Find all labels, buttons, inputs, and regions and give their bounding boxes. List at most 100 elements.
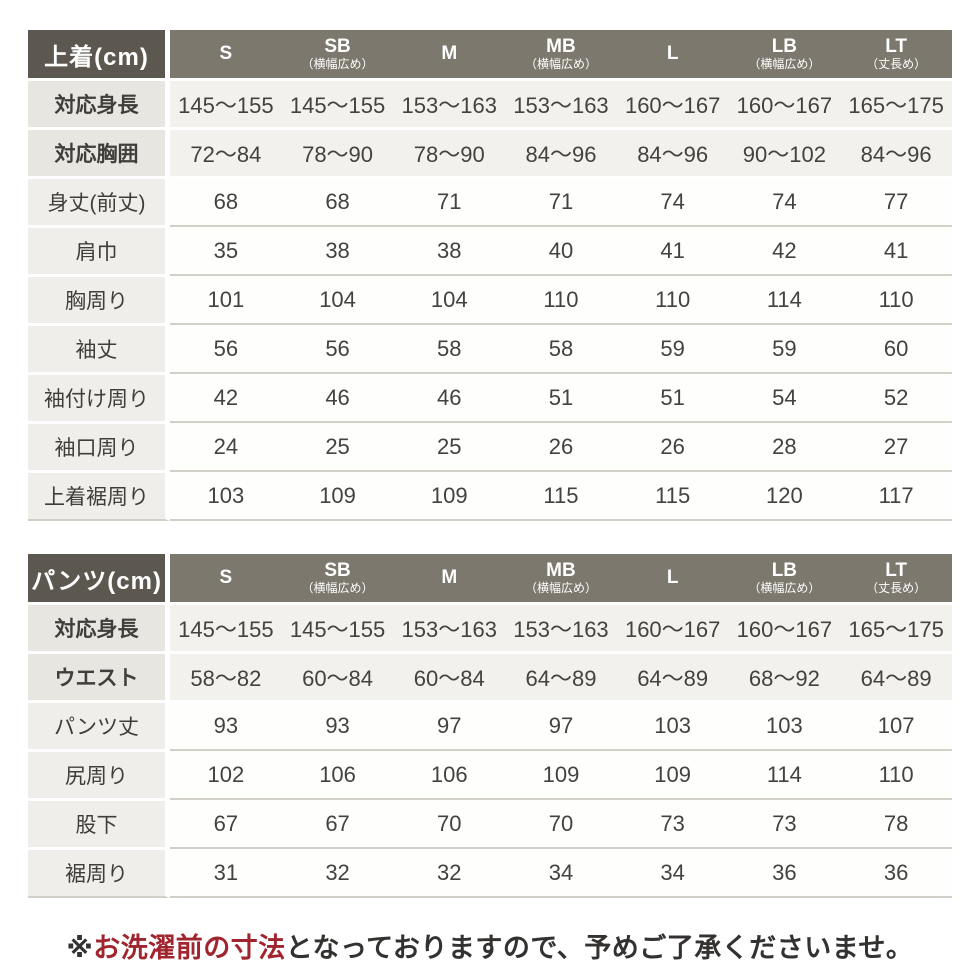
row-label: パンツ丈 — [28, 700, 170, 749]
size-sub-label: （丈長め） — [866, 581, 927, 596]
size-value-cell: 25 — [281, 421, 394, 470]
size-value-cell: 115 — [616, 470, 729, 521]
size-value-cell: 110 — [505, 274, 617, 323]
size-value-cell: 28 — [728, 421, 841, 470]
size-value-cell: 104 — [393, 274, 506, 323]
size-value-cell: 78 — [840, 798, 952, 847]
size-value-cell: 56 — [281, 323, 394, 372]
size-value-cell: 107 — [840, 700, 952, 749]
size-value-cell: 104 — [281, 274, 394, 323]
size-value-cell: 74 — [728, 176, 841, 225]
size-value-cell: 103 — [728, 700, 841, 749]
table-row: ウエスト 58〜82 60〜84 60〜84 64〜89 64〜89 68〜92 64〜89 — [28, 651, 952, 700]
size-value-cell: 26 — [505, 421, 617, 470]
size-value-cell: 58 — [505, 323, 617, 372]
column-header: MB （横幅広め） — [505, 30, 617, 78]
size-value-cell: 36 — [840, 847, 952, 898]
size-value-cell: 153〜163 — [505, 602, 617, 651]
size-code: S — [219, 567, 233, 589]
row-label: 尻周り — [28, 749, 170, 798]
size-value-cell: 109 — [281, 470, 394, 521]
size-value-cell: 153〜163 — [505, 78, 617, 127]
table-row: パンツ丈 93 93 97 97 103 103 107 — [28, 700, 952, 749]
row-label: 裾周り — [28, 847, 170, 898]
size-value-cell: 102 — [170, 749, 282, 798]
size-value-cell: 46 — [281, 372, 394, 421]
size-value-cell: 34 — [616, 847, 729, 898]
size-sub-label: （横幅広め） — [524, 581, 597, 596]
table-row: 対応身長 145〜155 145〜155 153〜163 153〜163 160〜167 1… — [28, 602, 952, 651]
size-value-cell: 59 — [616, 323, 729, 372]
size-sub-label: （横幅広め） — [748, 57, 821, 72]
size-value-cell: 64〜89 — [840, 651, 952, 700]
size-code: LB — [771, 36, 798, 58]
column-header: L — [616, 554, 729, 602]
size-value-cell: 58 — [393, 323, 506, 372]
size-value-cell: 84〜96 — [616, 127, 729, 176]
size-value-cell: 110 — [616, 274, 729, 323]
size-value-cell: 109 — [393, 470, 506, 521]
note-mark: ※ — [66, 933, 94, 963]
row-label: 上着裾周り — [28, 470, 170, 521]
row-label: 肩巾 — [28, 225, 170, 274]
note-rest: となっておりますので、予めご了承くださいませ。 — [285, 933, 914, 963]
size-value-cell: 34 — [505, 847, 617, 898]
size-value-cell: 153〜163 — [393, 78, 506, 127]
size-code: M — [441, 43, 458, 65]
table-row: 対応身長 145〜155 145〜155 153〜163 153〜163 160〜167 1… — [28, 78, 952, 127]
size-value-cell: 160〜167 — [728, 78, 841, 127]
size-value-cell: 51 — [505, 372, 617, 421]
size-value-cell: 60 — [840, 323, 952, 372]
row-label: ウエスト — [28, 651, 170, 700]
size-value-cell: 115 — [505, 470, 617, 521]
size-value-cell: 114 — [728, 749, 841, 798]
size-value-cell: 120 — [728, 470, 841, 521]
size-code: LT — [885, 560, 908, 582]
size-code: L — [666, 43, 679, 65]
row-label: 袖口周り — [28, 421, 170, 470]
size-value-cell: 36 — [728, 847, 841, 898]
size-value-cell: 42 — [170, 372, 282, 421]
size-value-cell: 25 — [393, 421, 506, 470]
note-highlight: お洗濯前の寸法 — [93, 933, 286, 963]
size-value-cell: 71 — [393, 176, 506, 225]
size-value-cell: 109 — [505, 749, 617, 798]
row-label: 胸周り — [28, 274, 170, 323]
column-header: LB （横幅広め） — [728, 30, 841, 78]
size-value-cell: 74 — [616, 176, 729, 225]
size-value-cell: 32 — [281, 847, 394, 898]
size-value-cell: 145〜155 — [281, 78, 394, 127]
size-value-cell: 70 — [505, 798, 617, 847]
size-value-cell: 59 — [728, 323, 841, 372]
table-row: 股下 67 67 70 70 73 73 78 — [28, 798, 952, 847]
size-value-cell: 160〜167 — [728, 602, 841, 651]
size-value-cell: 110 — [840, 749, 952, 798]
table-title: 上着(cm) — [28, 30, 170, 78]
size-value-cell: 145〜155 — [170, 78, 282, 127]
size-value-cell: 27 — [840, 421, 952, 470]
size-value-cell: 103 — [170, 470, 282, 521]
size-value-cell: 93 — [170, 700, 282, 749]
table-row: 身丈(前丈) 68 68 71 71 74 74 77 — [28, 176, 952, 225]
size-value-cell: 160〜167 — [616, 602, 729, 651]
size-value-cell: 38 — [393, 225, 506, 274]
size-code: LB — [771, 560, 798, 582]
size-value-cell: 106 — [393, 749, 506, 798]
size-value-cell: 54 — [728, 372, 841, 421]
size-value-cell: 40 — [505, 225, 617, 274]
table-row: 袖付け周り 42 46 46 51 51 54 52 — [28, 372, 952, 421]
size-value-cell: 60〜84 — [281, 651, 394, 700]
size-value-cell: 32 — [393, 847, 506, 898]
size-sub-label: （横幅広め） — [524, 57, 597, 72]
size-value-cell: 68〜92 — [728, 651, 841, 700]
column-header: S — [170, 30, 282, 78]
size-sub-label: （横幅広め） — [301, 581, 374, 596]
size-value-cell: 56 — [170, 323, 282, 372]
size-value-cell: 145〜155 — [281, 602, 394, 651]
table-row: 肩巾 35 38 38 40 41 42 41 — [28, 225, 952, 274]
size-value-cell: 84〜96 — [505, 127, 617, 176]
size-value-cell: 64〜89 — [616, 651, 729, 700]
size-value-cell: 93 — [281, 700, 394, 749]
size-value-cell: 97 — [393, 700, 506, 749]
